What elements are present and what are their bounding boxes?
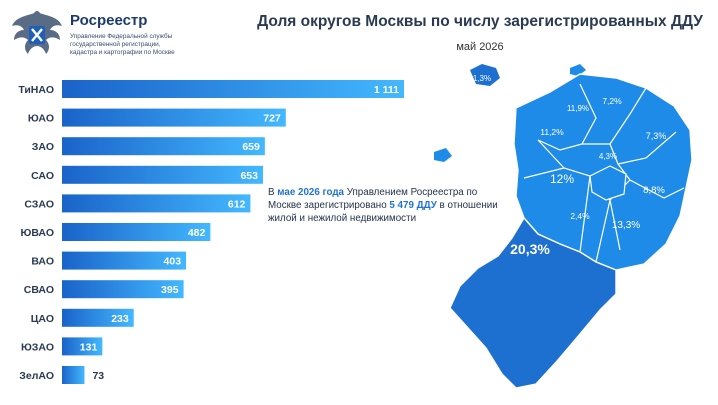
bar	[62, 137, 265, 156]
bar	[62, 108, 286, 127]
bar	[62, 165, 264, 184]
category-label: ЮАО	[28, 113, 54, 125]
map-label: 11,9%	[567, 104, 589, 113]
value-label: 653	[240, 170, 258, 182]
map-label: 20,3%	[510, 241, 550, 257]
map-exclave	[434, 148, 452, 162]
bar	[62, 366, 85, 384]
bar	[62, 337, 103, 356]
map-exclave	[570, 64, 586, 76]
map-label: 7,3%	[646, 131, 667, 141]
bar	[62, 223, 211, 241]
category-label: ЗелАО	[19, 370, 54, 382]
category-label: ТиНАО	[18, 84, 54, 96]
map-district-cao	[589, 165, 627, 201]
map-label: 7,2%	[602, 96, 622, 106]
map-label: 2,4%	[570, 211, 590, 221]
bar	[62, 308, 134, 327]
note-total: 5 479 ДДУ	[389, 200, 437, 211]
value-label: 131	[80, 341, 98, 353]
report-date: май 2026	[456, 41, 504, 53]
org-subtitle-line: Управление Федеральной службы	[70, 33, 173, 40]
note-suffix: в отношении жилой и нежилой недвижимости	[268, 200, 498, 224]
map-label: 8,8%	[643, 185, 665, 196]
district-bar-chart: ТиНАО 1 111 ЮАО 727 ЗАО 659 САО 653 СЗАО 612 ЮВАО 4…	[18, 80, 404, 384]
category-label: ЗАО	[32, 141, 54, 153]
rosreestr-logo: Росреестр Управление Федеральной службы …	[8, 6, 208, 66]
category-label: ВАО	[31, 256, 54, 268]
org-name: Росреестр	[70, 12, 148, 29]
category-label: ЮВАО	[21, 227, 55, 239]
bar	[62, 251, 187, 270]
summary-note: В мае 2026 года Управлением Росреестра п…	[268, 186, 508, 225]
moscow-district-map: 1,3% 11,9% 7,2% 11,2% 7,3% 4,3% 12% 8,8%…	[434, 64, 693, 389]
value-label: 612	[228, 198, 246, 210]
value-label: 1 111	[374, 84, 399, 96]
value-label: 395	[161, 284, 179, 296]
org-subtitle-line: кадастра и картографии по Москве	[70, 49, 175, 57]
value-label: 482	[188, 227, 206, 239]
value-label: 73	[92, 370, 104, 382]
map-label: 1,3%	[473, 74, 491, 83]
map-labels: 1,3% 11,9% 7,2% 11,2% 7,3% 4,3% 12% 8,8%…	[473, 74, 666, 257]
note-period: мае 2026 года	[277, 187, 344, 198]
map-district-tinao	[449, 216, 617, 389]
map-label: 4,3%	[599, 152, 617, 161]
map-district-borders	[523, 83, 685, 263]
category-label: САО	[31, 170, 54, 182]
eagle-emblem-icon	[12, 11, 62, 54]
map-label: 13,3%	[612, 220, 640, 231]
map-district-zelao	[470, 64, 500, 86]
chart-title: Доля округов Москвы по числу зарегистрир…	[257, 13, 703, 30]
org-subtitle-line: государственной регистрации,	[70, 41, 161, 49]
category-label: ЦАО	[31, 313, 54, 325]
map-label: 11,2%	[540, 127, 564, 137]
bar	[62, 194, 251, 213]
value-label: 233	[111, 313, 129, 325]
value-label: 727	[263, 113, 281, 125]
category-label: СВАО	[24, 284, 54, 296]
category-label: СЗАО	[24, 198, 54, 210]
note-middle: Управлением Росреестра по Москве зарегис…	[268, 187, 478, 211]
value-label: 659	[242, 141, 260, 153]
value-label: 403	[164, 256, 182, 268]
bar	[62, 280, 184, 299]
bars-group: ТиНАО 1 111 ЮАО 727 ЗАО 659 САО 653 СЗАО 612 ЮВАО 4…	[18, 80, 404, 384]
note-prefix: В	[268, 187, 278, 198]
map-label: 12%	[550, 172, 574, 186]
bar	[62, 80, 404, 98]
category-label: ЮЗАО	[21, 341, 54, 353]
org-subtitle: Управление Федеральной службы государств…	[70, 33, 210, 58]
